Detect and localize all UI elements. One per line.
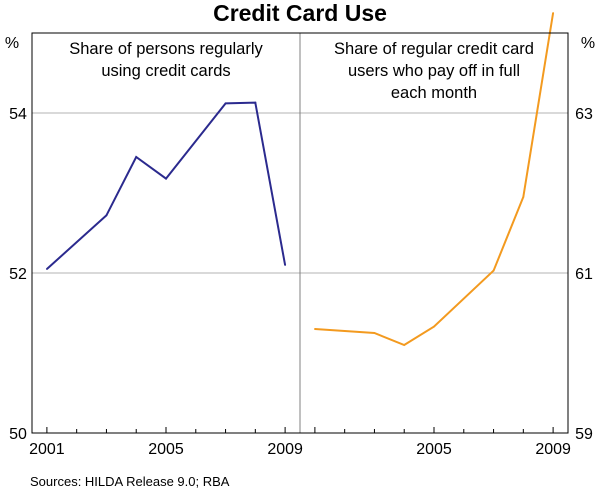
left-series-line-0: [46, 101, 287, 270]
left-data-point-5: [254, 101, 257, 104]
left-data-point-6: [284, 264, 287, 266]
left-data-point-0: [45, 268, 48, 270]
right-xtick-label-0: 2005: [416, 441, 452, 458]
right-ytick-label-0: 59: [575, 426, 593, 443]
left-xtick-label-2: 2009: [267, 441, 303, 458]
left-xtick-label-0: 2001: [29, 441, 65, 458]
right-data-point-5: [522, 196, 525, 198]
right-panel-title-line-2: each month: [391, 84, 477, 102]
source-note: Sources: HILDA Release 9.0; RBA: [30, 474, 230, 489]
left-data-point-3: [165, 177, 167, 180]
right-ytick-label-2: 63: [575, 106, 593, 123]
left-panel-title-line-1: using credit cards: [101, 62, 230, 80]
left-data-point-2: [135, 156, 138, 158]
right-data-point-3: [433, 325, 435, 328]
plot-frame: [31, 32, 569, 434]
left-ytick-label-0: 50: [9, 426, 27, 443]
left-panel-title-line-0: Share of persons regularly: [69, 40, 263, 58]
left-data-point-1: [105, 214, 108, 217]
right-ytick-label-1: 61: [575, 266, 593, 283]
right-data-point-1: [373, 332, 376, 334]
right-data-point-2: [403, 344, 406, 346]
right-unit-label: %: [581, 35, 595, 52]
left-ytick-label-2: 54: [9, 106, 27, 123]
left-unit-label: %: [5, 35, 19, 52]
right-data-point-6: [552, 12, 555, 14]
left-xtick-label-1: 2005: [148, 441, 184, 458]
right-data-point-0: [313, 328, 316, 330]
right-xtick-label-1: 2009: [535, 441, 571, 458]
left-ytick-label-1: 52: [9, 266, 27, 283]
chart-title: Credit Card Use: [213, 0, 387, 26]
right-panel-title-line-0: Share of regular credit card: [334, 40, 534, 58]
right-data-point-4: [492, 269, 495, 272]
right-panel-title-line-1: users who pay off in full: [348, 62, 520, 80]
left-data-point-4: [224, 102, 227, 105]
